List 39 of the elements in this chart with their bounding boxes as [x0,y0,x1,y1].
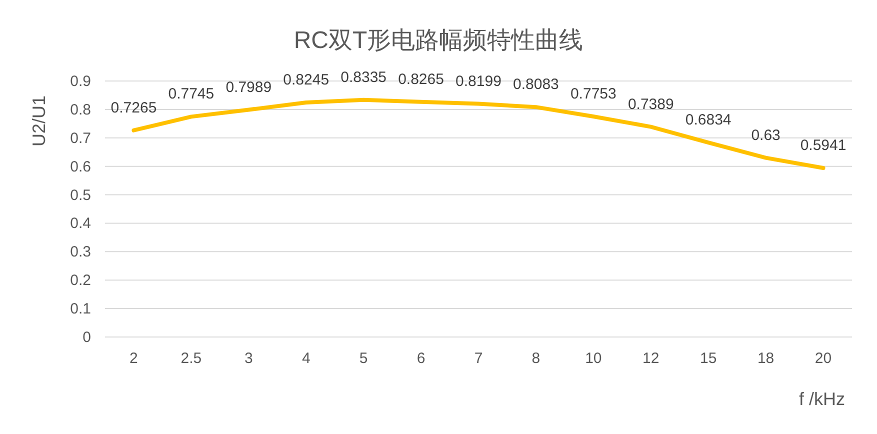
y-tick-label: 0 [82,329,91,346]
data-label: 0.5941 [800,137,846,154]
x-tick-label: 10 [585,350,602,367]
x-tick-label: 2 [130,350,138,367]
y-axis-title: U2/U1 [29,95,49,147]
x-tick-label: 3 [244,350,253,367]
x-tick-label: 6 [416,350,426,367]
x-tick-label: 12 [642,350,660,367]
data-label: 0.7745 [168,86,214,103]
y-tick-label: 0.8 [70,101,91,118]
data-label: 0.8335 [340,68,387,86]
data-label: 0.8265 [398,70,444,88]
data-label: 0.7389 [628,96,674,113]
x-tick-label: 20 [814,350,832,367]
y-tick-label: 0.1 [70,300,91,318]
y-tick-label: 0.4 [70,215,91,232]
x-tick-label: 4 [302,350,310,367]
x-axis-title: f /kHz [798,389,846,409]
y-tick-label: 0.9 [70,73,91,90]
x-tick-label: 18 [757,350,774,367]
y-tick-label: 0.3 [70,244,91,261]
data-label: 0.8245 [283,71,330,88]
x-tick-label: 8 [532,350,540,367]
data-label: 0.8199 [456,72,502,90]
y-tick-label: 0.7 [70,130,91,147]
data-label: 0.7989 [226,78,272,96]
x-tick-label: 15 [700,350,717,367]
x-tick-label: 2.5 [180,350,202,367]
data-label: 0.63 [751,126,780,144]
x-tick-label: 5 [359,350,368,367]
y-tick-label: 0.5 [70,186,91,204]
y-tick-label: 0.6 [70,158,91,176]
y-tick-label: 0.2 [70,272,91,290]
data-label: 0.6834 [685,112,732,129]
data-label: 0.8083 [513,76,559,94]
x-tick-label: 7 [474,350,483,367]
data-label: 0.7753 [570,85,616,102]
chart-title: RC双T形电路幅频特性曲线 [294,27,584,54]
data-label: 0.7265 [110,99,157,116]
